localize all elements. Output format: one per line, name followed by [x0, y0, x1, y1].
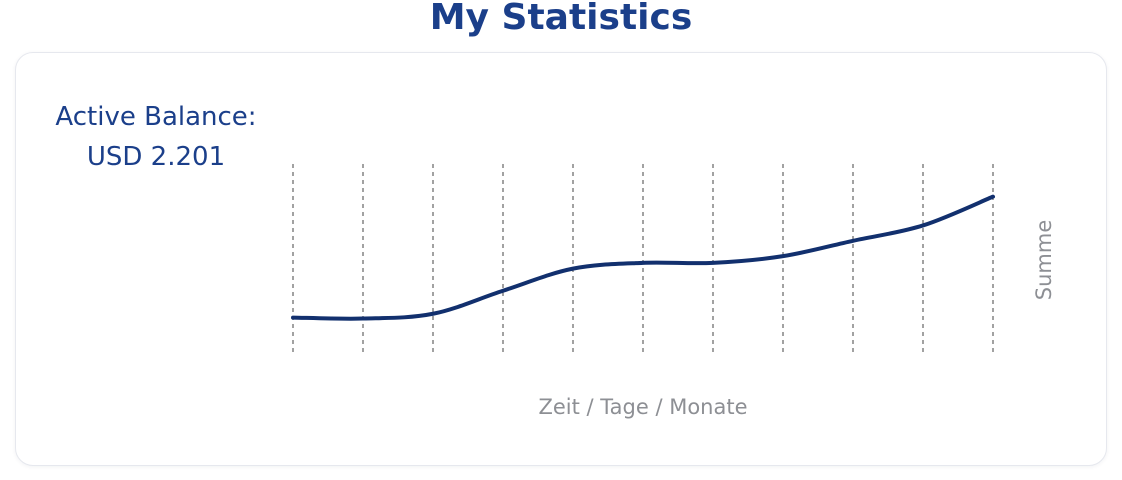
- balance-value: USD 2.201: [86, 142, 226, 172]
- statistics-card: Active Balance: USD 2.201: [15, 52, 1107, 466]
- page-title: My Statistics: [429, 0, 693, 38]
- x-axis-label: Zeit / Tage / Monate: [539, 395, 748, 419]
- y-axis-label: Summe: [1032, 220, 1056, 300]
- balance-label: Active Balance:: [55, 102, 257, 132]
- balance-series-line: [291, 194, 995, 321]
- vertical-gridlines: [292, 164, 994, 356]
- active-balance: Active Balance: USD 2.201: [16, 97, 296, 177]
